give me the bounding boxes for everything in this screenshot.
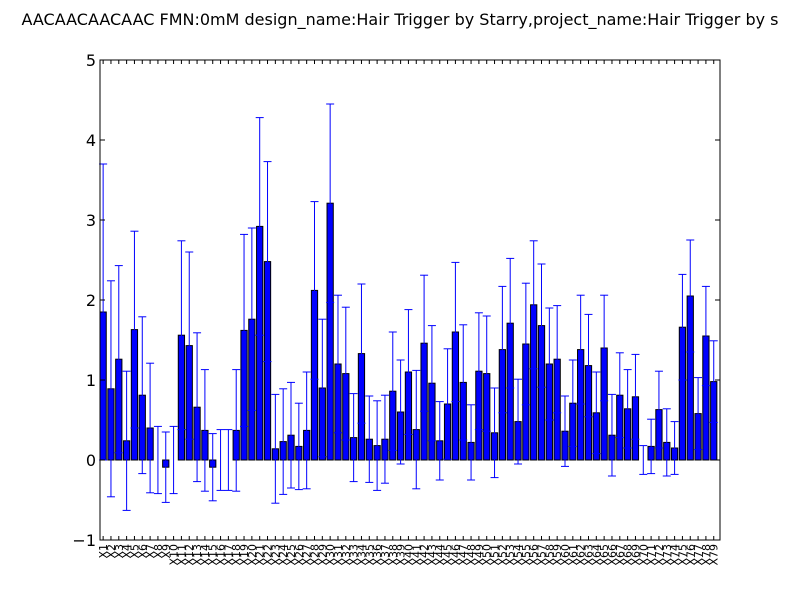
x-tick-label: X30: [324, 544, 337, 566]
chart-title: AACAACAACAAC FMN:0mM design_name:Hair Tr…: [22, 10, 779, 30]
x-tick-label: X68: [622, 544, 635, 566]
x-tick-label: X48: [465, 544, 478, 566]
x-tick-label: X61: [567, 544, 580, 566]
x-tick-label: X72: [653, 544, 666, 566]
x-tick-label: X23: [269, 544, 282, 566]
x-tick-label: X21: [254, 544, 267, 566]
x-tick-label: X75: [676, 544, 689, 566]
x-tick-label: X79: [708, 544, 721, 566]
x-tick-label: X52: [496, 544, 509, 566]
x-tick-label: X13: [191, 544, 204, 566]
x-tick-label: X53: [504, 544, 517, 566]
x-tick-label: X33: [348, 544, 361, 566]
x-tick-label: X35: [363, 544, 376, 566]
x-tick-label: X50: [481, 544, 494, 566]
x-tick-label: X5: [128, 544, 141, 559]
x-tick-label: X78: [700, 544, 713, 566]
x-tick-label: X47: [457, 544, 470, 566]
x-tick-label: X46: [449, 544, 462, 566]
x-tick-label: X41: [410, 544, 423, 566]
x-tick-label: X37: [379, 544, 392, 566]
x-tick-label: X58: [543, 544, 556, 566]
x-tick-label: X55: [520, 544, 533, 566]
x-tick-label: X64: [590, 544, 603, 566]
x-tick-label: X24: [277, 544, 290, 566]
x-tick-label: X31: [332, 544, 345, 566]
x-tick-label: X69: [629, 544, 642, 566]
x-tick-label: X7: [144, 544, 157, 559]
x-tick-label: X54: [512, 544, 525, 566]
x-tick-label: X20: [246, 544, 259, 566]
plot-area: [100, 60, 720, 540]
x-tick-label: X8: [152, 544, 165, 559]
x-tick-label: X62: [575, 544, 588, 566]
x-tick-label: X76: [684, 544, 697, 566]
x-tick-label: X16: [215, 544, 228, 566]
x-tick-label: X63: [582, 544, 595, 566]
y-tick-label: −1: [72, 531, 96, 550]
x-tick-label: X26: [293, 544, 306, 566]
x-tick-label: X15: [207, 544, 220, 566]
x-tick-label: X59: [551, 544, 564, 566]
x-tick-label: X32: [340, 544, 353, 566]
x-tick-label: X11: [175, 544, 188, 566]
y-tick-label: 0: [86, 451, 96, 470]
y-axis: −1 0 1 2 3 4 5: [72, 51, 720, 550]
x-tick-label: X36: [371, 544, 384, 566]
x-tick-label: X34: [355, 544, 368, 566]
error-bars-group: [99, 103, 718, 511]
x-tick-label: X45: [442, 544, 455, 566]
y-tick-label: 1: [86, 371, 96, 390]
x-tick-label: X12: [183, 544, 196, 566]
x-tick-label: X70: [637, 544, 650, 566]
x-axis: X1X2X3X4X5X6X7X8X9X10X11X12X13X14X15X16X…: [97, 60, 721, 566]
x-tick-label: X27: [301, 544, 314, 566]
x-tick-label: X9: [160, 544, 173, 559]
x-tick-label: X57: [536, 544, 549, 566]
x-tick-label: X71: [645, 544, 658, 566]
x-tick-label: X10: [168, 544, 181, 566]
y-tick-label: 2: [86, 291, 96, 310]
y-tick-label: 3: [86, 211, 96, 230]
x-tick-label: X51: [489, 544, 502, 566]
x-tick-label: X38: [387, 544, 400, 566]
x-tick-label: X40: [402, 544, 415, 566]
x-tick-label: X28: [308, 544, 321, 566]
x-tick-label: X25: [285, 544, 298, 566]
x-tick-label: X67: [614, 544, 627, 566]
x-tick-label: X66: [606, 544, 619, 566]
x-tick-label: X56: [528, 544, 541, 566]
x-tick-label: X65: [598, 544, 611, 566]
x-tick-label: X18: [230, 544, 243, 566]
x-tick-label: X43: [426, 544, 439, 566]
x-tick-label: X39: [395, 544, 408, 566]
x-tick-label: X17: [222, 544, 235, 566]
x-tick-label: X22: [262, 544, 275, 566]
x-tick-label: X60: [559, 544, 572, 566]
x-tick-label: X6: [136, 544, 149, 559]
x-tick-label: X44: [434, 544, 447, 566]
x-tick-label: X49: [473, 544, 486, 566]
x-tick-label: X19: [238, 544, 251, 566]
x-tick-label: X4: [121, 544, 134, 559]
x-tick-label: X73: [661, 544, 674, 566]
x-tick-label: X3: [113, 544, 126, 559]
y-tick-label: 5: [86, 51, 96, 70]
x-tick-label: X2: [105, 544, 118, 559]
x-tick-label: X1: [97, 544, 110, 559]
x-tick-label: X14: [199, 544, 212, 566]
y-tick-label: 4: [86, 131, 96, 150]
x-tick-label: X74: [669, 544, 682, 566]
x-tick-label: X42: [418, 544, 431, 566]
x-tick-label: X77: [692, 544, 705, 566]
x-tick-label: X29: [316, 544, 329, 566]
